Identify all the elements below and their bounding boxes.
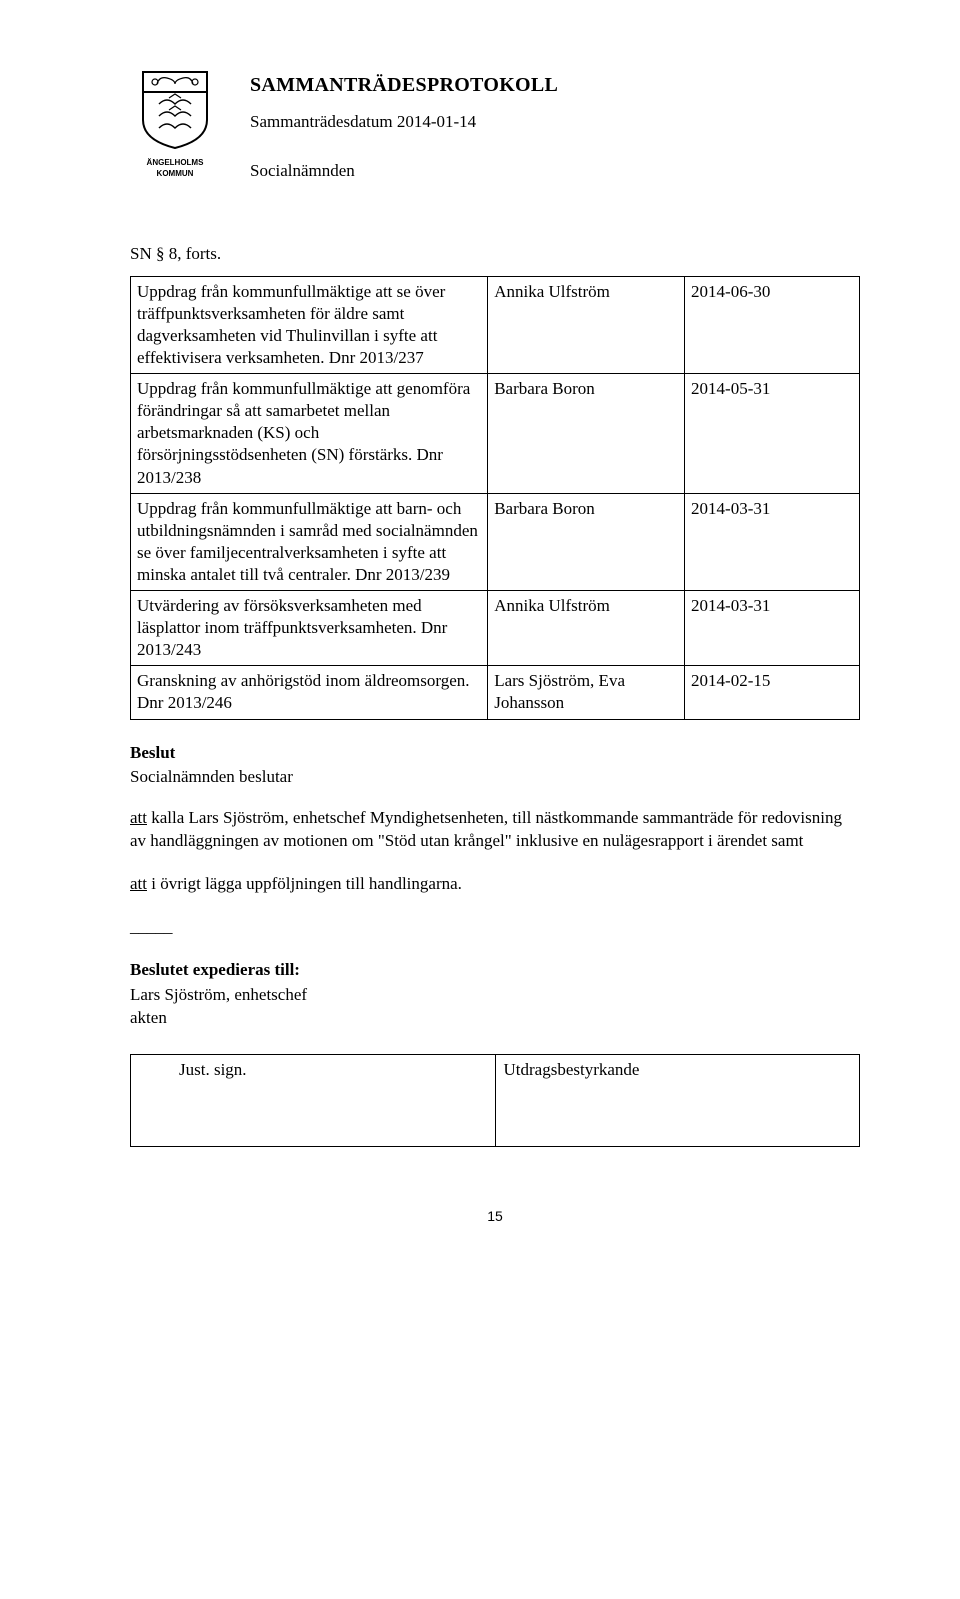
- assignment-date: 2014-02-15: [685, 666, 860, 719]
- assignment-date: 2014-06-30: [685, 276, 860, 373]
- committee-name: Socialnämnden: [250, 160, 558, 183]
- assignment-desc: Utvärdering av försöksverksamheten med l…: [131, 591, 488, 666]
- assignment-person: Barbara Boron: [488, 493, 685, 590]
- dispatch-line: Lars Sjöström, enhetschef: [130, 984, 860, 1007]
- para-text: i övrigt lägga uppföljningen till handli…: [147, 874, 462, 893]
- document-title: SAMMANTRÄDESPROTOKOLL: [250, 72, 558, 99]
- shield-icon: [139, 70, 211, 150]
- assignment-desc: Uppdrag från kommunfullmäktige att genom…: [131, 374, 488, 493]
- assignment-date: 2014-05-31: [685, 374, 860, 493]
- logo-text-line2: KOMMUN: [130, 170, 220, 179]
- table-row: Uppdrag från kommunfullmäktige att genom…: [131, 374, 860, 493]
- logo-text-line1: ÄNGELHOLMS: [130, 159, 220, 168]
- table-row: Utvärdering av försöksverksamheten med l…: [131, 591, 860, 666]
- decision-heading: Beslut: [130, 742, 860, 765]
- decision-line: Socialnämnden beslutar: [130, 766, 860, 789]
- table-row: Uppdrag från kommunfullmäktige att barn-…: [131, 493, 860, 590]
- municipal-logo: ÄNGELHOLMS KOMMUN: [130, 70, 220, 179]
- underlined-att: att: [130, 874, 147, 893]
- dispatch-line: akten: [130, 1007, 860, 1030]
- assignment-person: Annika Ulfström: [488, 591, 685, 666]
- assignment-desc: Granskning av anhörigstöd inom äldreomso…: [131, 666, 488, 719]
- signature-footer: Just. sign. Utdragsbestyrkande: [130, 1054, 860, 1147]
- signature-label-left: Just. sign.: [179, 1060, 247, 1079]
- header-text-block: SAMMANTRÄDESPROTOKOLL Sammanträdesdatum …: [250, 70, 558, 183]
- decision-block: Beslut Socialnämnden beslutar att kalla …: [130, 742, 860, 897]
- section-reference: SN § 8, forts.: [130, 243, 860, 266]
- assignment-date: 2014-03-31: [685, 591, 860, 666]
- dispatch-block: Beslutet expedieras till: Lars Sjöström,…: [130, 959, 860, 1030]
- assignment-person: Annika Ulfström: [488, 276, 685, 373]
- assignment-person: Lars Sjöström, Eva Johansson: [488, 666, 685, 719]
- page-number: 15: [130, 1207, 860, 1226]
- table-row: Granskning av anhörigstöd inom äldreomso…: [131, 666, 860, 719]
- meeting-date: Sammanträdesdatum 2014-01-14: [250, 111, 558, 134]
- signature-cell-right: Utdragsbestyrkande: [495, 1054, 860, 1146]
- decision-paragraph-1: att kalla Lars Sjöström, enhetschef Mynd…: [130, 807, 860, 853]
- assignment-date: 2014-03-31: [685, 493, 860, 590]
- signature-cell-left: Just. sign.: [131, 1054, 496, 1146]
- underlined-att: att: [130, 808, 147, 827]
- separator-dash: _____: [130, 916, 860, 939]
- para-text: kalla Lars Sjöström, enhetschef Myndighe…: [130, 808, 842, 850]
- document-header: ÄNGELHOLMS KOMMUN SAMMANTRÄDESPROTOKOLL …: [130, 70, 860, 183]
- table-row: Uppdrag från kommunfullmäktige att se öv…: [131, 276, 860, 373]
- decision-paragraph-2: att i övrigt lägga uppföljningen till ha…: [130, 873, 860, 896]
- assignment-desc: Uppdrag från kommunfullmäktige att se öv…: [131, 276, 488, 373]
- assignments-table: Uppdrag från kommunfullmäktige att se öv…: [130, 276, 860, 720]
- assignment-person: Barbara Boron: [488, 374, 685, 493]
- assignment-desc: Uppdrag från kommunfullmäktige att barn-…: [131, 493, 488, 590]
- dispatch-heading: Beslutet expedieras till:: [130, 959, 860, 982]
- signature-label-right: Utdragsbestyrkande: [504, 1060, 640, 1079]
